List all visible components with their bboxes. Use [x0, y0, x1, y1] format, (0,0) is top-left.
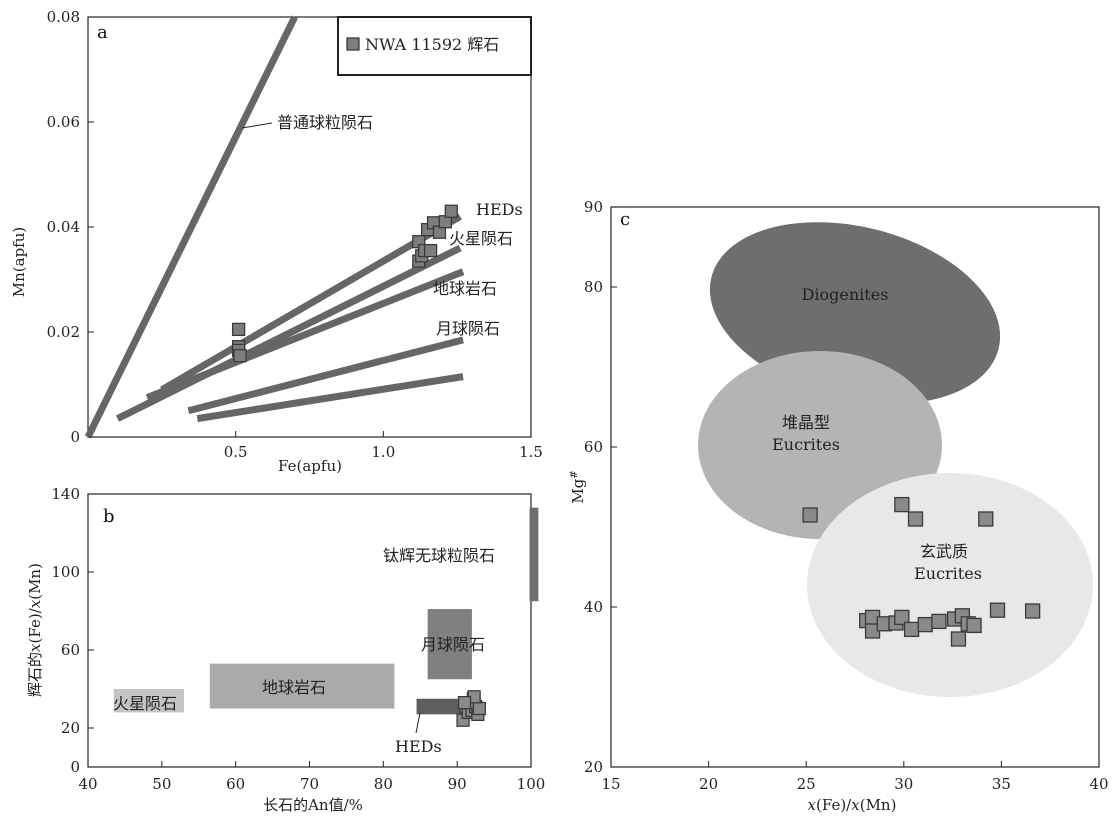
label-ordinary-chondrite: 普通球粒陨石: [277, 113, 373, 132]
legend-box: [337, 16, 532, 76]
a-ytick-label: 0: [70, 428, 80, 446]
data-point: [423, 243, 438, 258]
b-xtick-label: 60: [226, 775, 245, 793]
data-point: [894, 609, 910, 626]
panel-c-fields: [698, 222, 1093, 697]
label-basaltic-line1: 玄武质: [920, 542, 968, 561]
data-point: [907, 511, 924, 527]
a-xtick-label: 1.0: [371, 443, 395, 461]
c-xtick-label: 40: [1089, 775, 1108, 793]
panel-a-frame: [87, 16, 532, 438]
label-terrestrial-a: 地球岩石: [433, 279, 497, 298]
panel-c-frame: [610, 206, 1100, 768]
label-cumulate-line1: 堆晶型: [782, 413, 830, 432]
field-4: [529, 507, 539, 602]
c-xtick-label: 25: [797, 775, 816, 793]
data-point: [444, 204, 458, 218]
field-basaltic-eucrites: [807, 473, 1093, 697]
panel-b-ylabel: 辉石的x(Fe)/x(Mn): [26, 563, 44, 697]
data-point: [989, 602, 1006, 618]
leader-ordinary-chondrite: [241, 122, 273, 129]
c-xtick-label: 30: [894, 775, 913, 793]
data-point: [931, 613, 947, 630]
field-2: [427, 609, 472, 680]
b-ytick-label: 0: [70, 758, 80, 776]
label-basaltic-line2: Eucrites: [914, 564, 982, 583]
ref-line-0: [84, 15, 298, 439]
field-1: [209, 663, 395, 709]
c-ytick-label: 90: [584, 198, 603, 216]
data-point: [802, 507, 818, 523]
c-ytick-label: 80: [584, 278, 603, 296]
data-point: [472, 701, 486, 716]
panel-b: 40 50 60 70 80 90 100 0 20 60 100 140 b 火星陨石 地球岩石 月…: [26, 485, 545, 814]
label-cumulate-line2: Eucrites: [772, 435, 840, 454]
c-xtick-label: 20: [699, 775, 718, 793]
a-xtick-label: 0.5: [224, 443, 248, 461]
b-xtick-label: 70: [300, 775, 319, 793]
panel-a-ylabel: Mn(apfu): [10, 227, 28, 297]
label-lunar-b: 月球陨石: [421, 635, 485, 654]
data-point: [233, 348, 247, 363]
panel-b-letter: b: [103, 506, 115, 527]
b-ytick-label: 100: [51, 563, 80, 581]
panel-a-letter: a: [97, 22, 108, 43]
panel-c-xlabel: x(Fe)/x(Mn): [808, 796, 897, 814]
a-ytick-label: 0.04: [47, 218, 80, 236]
field-0: [113, 689, 184, 713]
c-ytick-label: 20: [584, 758, 603, 776]
ref-line-4: [187, 336, 464, 415]
label-angrite: 钛辉无球粒陨石: [383, 546, 495, 565]
data-point: [950, 631, 967, 647]
legend-marker: [346, 37, 360, 51]
data-point: [966, 617, 982, 634]
label-diogenites: Diogenites: [802, 285, 889, 304]
label-heds-a: HEDs: [476, 200, 523, 219]
panel-a-xlabel: Fe(apfu): [278, 457, 342, 475]
c-ytick-label: 40: [584, 598, 603, 616]
panel-a: 0.5 1.0 1.5 0 0.02 0.04 0.06 0.08 a NWA 11592 辉…: [10, 8, 543, 475]
c-xtick-label: 35: [992, 775, 1011, 793]
b-ytick-label: 20: [61, 719, 80, 737]
ref-line-3: [145, 268, 465, 401]
label-martian-b: 火星陨石: [113, 694, 177, 713]
label-terrestrial-b: 地球岩石: [262, 678, 326, 697]
ref-line-1: [160, 213, 462, 393]
panel-c-letter: c: [620, 209, 630, 230]
label-martian-a: 火星陨石: [449, 229, 513, 248]
b-xtick-label: 100: [517, 775, 546, 793]
leader-heds-b: [415, 712, 421, 734]
data-point: [1024, 603, 1041, 619]
panel-c-ylabel: Mg#: [569, 470, 587, 503]
ref-line-5: [196, 373, 464, 423]
data-point: [894, 496, 910, 513]
a-ytick-label: 0.06: [47, 113, 80, 131]
c-ytick-label: 60: [584, 438, 603, 456]
b-ytick-label: 140: [51, 485, 80, 503]
b-ytick-label: 60: [61, 641, 80, 659]
label-heds-b: HEDs: [395, 737, 442, 756]
b-xtick-label: 50: [152, 775, 171, 793]
data-point: [457, 696, 472, 710]
a-ytick-label: 0.08: [47, 8, 80, 26]
data-point: [903, 621, 920, 638]
b-xtick-label: 80: [374, 775, 393, 793]
label-lunar-a: 月球陨石: [436, 319, 500, 338]
b-xtick-label: 90: [448, 775, 467, 793]
data-point: [978, 511, 994, 527]
data-point: [231, 322, 246, 337]
a-ytick-label: 0.02: [47, 323, 80, 341]
legend: NWA 11592 辉石: [337, 16, 532, 76]
b-xtick-label: 40: [78, 775, 97, 793]
a-xtick-label: 1.5: [519, 443, 543, 461]
data-point: [917, 616, 933, 633]
c-xtick-label: 15: [601, 775, 620, 793]
panel-b-xlabel: 长石的An值/%: [263, 796, 363, 814]
legend-label: NWA 11592 辉石: [365, 35, 499, 54]
